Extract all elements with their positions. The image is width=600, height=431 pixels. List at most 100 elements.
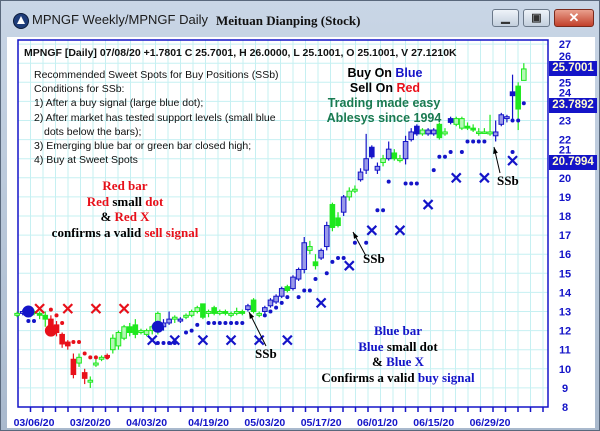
candle-body: [216, 311, 223, 314]
candle-body: [183, 314, 189, 318]
support-dot: [414, 181, 419, 186]
resistance-dot: [71, 340, 76, 345]
support-dot: [364, 240, 369, 245]
candle-body: [397, 158, 403, 162]
candle-body: [470, 127, 476, 131]
support-dot: [217, 320, 222, 325]
y-tick-label: 14: [559, 287, 572, 299]
support-dot: [471, 139, 476, 144]
sell-note-signal: sell signal: [144, 224, 199, 240]
sell-note-amp: &: [100, 209, 115, 224]
x-tick-label: 05/03/20: [244, 417, 285, 429]
candle-body: [110, 337, 116, 351]
note-line: 2) After market has tested support level…: [34, 111, 276, 124]
note-line: 3) Emerging blue bar or green bar closed…: [34, 140, 252, 153]
sell-note-line-1: Red bar: [102, 178, 148, 193]
y-tick-label: 8: [562, 402, 568, 414]
resistance-dot: [82, 351, 87, 356]
support-dot: [375, 208, 380, 213]
signal-x-mark: [253, 334, 265, 346]
candle-body: [177, 318, 184, 322]
minimize-button[interactable]: ▁: [492, 9, 519, 27]
x-tick-label: 03/06/20: [14, 417, 55, 429]
price-box-upper: 23.7892: [549, 97, 597, 113]
minimize-icon: ▁: [501, 12, 510, 24]
candle-body: [200, 303, 206, 318]
candle-body: [138, 330, 144, 334]
buy-note-small-dot: small dot: [383, 338, 438, 354]
title-bar[interactable]: MPNGF Weekly/MPNGF Daily Meituan Dianpin…: [1, 1, 600, 37]
candle-body: [64, 341, 71, 347]
candle-body: [81, 372, 88, 379]
candle-body: [36, 312, 43, 316]
support-dot: [212, 320, 217, 325]
signal-x-mark: [34, 303, 45, 314]
support-dot: [510, 150, 515, 155]
support-dot: [341, 256, 346, 261]
candle-body: [369, 146, 375, 158]
signal-x-mark: [62, 303, 74, 314]
candle-body: [295, 268, 302, 280]
support-dot: [510, 118, 515, 123]
y-tick-label: 20: [559, 173, 571, 185]
candle-body: [515, 85, 521, 110]
support-dot: [26, 319, 31, 324]
app-logo-icon: [13, 13, 29, 29]
support-dot: [234, 320, 239, 325]
sell-note-dot: dot: [145, 193, 164, 209]
buy-sell-legend: Buy On Blue Sell On Red: [340, 66, 430, 96]
candle-body: [442, 131, 448, 135]
support-dot: [403, 181, 408, 186]
support-dot: [521, 101, 526, 106]
candle-body: [363, 158, 369, 171]
signal-x-mark: [90, 303, 102, 314]
signal-x-mark: [507, 155, 518, 166]
candle-body: [245, 305, 251, 311]
candle-body: [87, 379, 94, 383]
ssb-arrow-head-icon: [493, 147, 498, 154]
plot-frame: [17, 39, 549, 408]
y-tick-label: 23: [559, 116, 571, 128]
slogan-line-1: Trading made easy: [327, 96, 441, 110]
support-dot: [189, 328, 194, 333]
maximize-button[interactable]: ▣: [523, 9, 550, 27]
ssb-label: SSb: [497, 173, 519, 188]
close-button[interactable]: ✕: [554, 9, 594, 27]
note-line: 4) Buy at Sweet Spots: [34, 154, 138, 167]
candle-body: [188, 311, 195, 316]
signal-x-mark: [146, 334, 158, 346]
candle-body: [76, 356, 82, 364]
y-tick-label: 21: [559, 145, 571, 157]
signal-x-mark: [169, 334, 181, 346]
sell-note-small: small: [109, 193, 146, 209]
candle-body: [239, 311, 246, 314]
ssb-label: SSb: [363, 251, 385, 266]
candle-body: [256, 312, 262, 316]
buy-note-confirms: Confirms a valid: [321, 369, 418, 385]
support-dot: [336, 256, 341, 261]
support-dot: [386, 179, 391, 184]
signal-x-mark: [394, 225, 406, 236]
candle-body: [59, 333, 65, 345]
signal-x-mark: [422, 199, 434, 210]
ssb-notes: Recommended Sweet Spots for Buy Position…: [34, 68, 279, 167]
sell-prefix: Sell On: [349, 81, 397, 95]
candle-body: [436, 123, 443, 139]
support-dot: [431, 168, 436, 173]
y-tick-label: 17: [559, 230, 571, 242]
support-dot: [296, 295, 301, 300]
resistance-dot: [48, 307, 53, 312]
candle-body: [346, 190, 353, 198]
candle-body: [487, 131, 493, 135]
y-tick-label: 9: [562, 383, 568, 395]
candle-body: [521, 68, 527, 81]
signal-large-dot: [44, 324, 57, 337]
buy-note-signal: buy signal: [417, 369, 475, 385]
ssb-label: SSb: [255, 346, 277, 361]
x-tick-label: 04/19/20: [188, 417, 229, 429]
support-dot: [161, 341, 166, 346]
x-tick-label: 03/20/20: [70, 417, 111, 429]
x-tick-label: 04/03/20: [126, 417, 167, 429]
y-tick-label: 18: [559, 211, 571, 223]
buy-note-blue: Blue: [358, 338, 384, 354]
